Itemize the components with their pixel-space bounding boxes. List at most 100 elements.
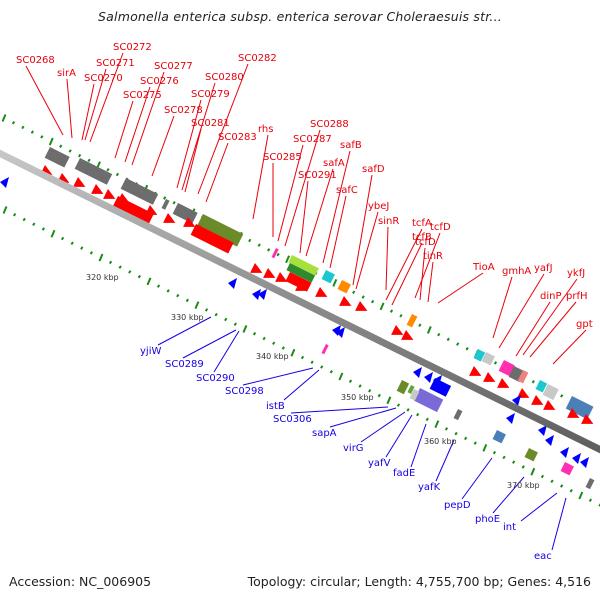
gene-label[interactable]: SC0282 <box>238 53 277 64</box>
gene-label[interactable]: phoE <box>475 514 500 525</box>
gene-label[interactable]: SC0271 <box>96 58 135 69</box>
gene-label[interactable]: SC0277 <box>154 61 193 72</box>
gene-label[interactable]: SC0289 <box>165 359 204 370</box>
gene-label[interactable]: gmhA <box>502 266 531 277</box>
tick-mark <box>108 260 113 265</box>
tick-mark <box>2 206 8 214</box>
forward-cds-arrow <box>103 189 116 199</box>
leader-line <box>461 457 493 500</box>
leader-line <box>522 278 578 356</box>
gene-label[interactable]: tinR <box>423 251 443 262</box>
tick-mark <box>70 241 74 246</box>
gene-box <box>321 270 335 284</box>
gene-label[interactable]: SC0279 <box>191 89 230 100</box>
tick-mark <box>338 372 344 381</box>
gene-label[interactable]: yjiW <box>140 346 161 357</box>
gene-label[interactable]: virG <box>343 443 364 454</box>
tick-mark <box>464 436 468 441</box>
gene-label[interactable]: safB <box>340 140 362 151</box>
leader-line <box>213 330 240 373</box>
forward-cds-arrow <box>163 213 176 223</box>
kbp-label: 330 kbp <box>171 313 204 322</box>
gene-label[interactable]: TioA <box>472 262 495 273</box>
gene-label[interactable]: gpt <box>576 319 593 330</box>
reverse-cds-arrow <box>258 289 267 300</box>
gene-label[interactable]: SC0276 <box>140 76 179 87</box>
gene-label[interactable]: pepD <box>444 500 471 511</box>
tick-mark <box>80 246 84 250</box>
gene-label[interactable]: safA <box>323 158 345 169</box>
gene-label[interactable]: tcfD <box>415 237 436 248</box>
gene-box <box>473 349 486 362</box>
gene-label[interactable]: prfH <box>566 291 588 302</box>
tick-mark <box>106 168 110 172</box>
gene-label[interactable]: SC0290 <box>196 373 235 384</box>
tick-mark <box>598 503 600 507</box>
gene-label[interactable]: SC0272 <box>113 42 152 53</box>
gene-label[interactable]: safC <box>336 185 358 196</box>
leader-line <box>157 316 212 346</box>
gene-label[interactable]: SC0298 <box>225 386 264 397</box>
gene-label[interactable]: ybeJ <box>368 201 389 212</box>
gene-label[interactable]: dinP <box>540 291 562 302</box>
forward-cds-arrow <box>567 408 580 418</box>
gene-label[interactable]: yafV <box>368 458 391 469</box>
forward-cds <box>190 223 234 254</box>
gene-label[interactable]: SC0280 <box>205 72 244 83</box>
leader-line <box>131 71 165 166</box>
leader-line <box>385 228 423 301</box>
gene-label[interactable]: SC0285 <box>263 152 302 163</box>
genome-title: Salmonella enterica subsp. enterica sero… <box>98 9 502 24</box>
kbp-label: 360 kbp <box>424 437 457 446</box>
tick-mark <box>465 347 469 351</box>
leader-line <box>322 150 351 264</box>
gene-label[interactable]: yafK <box>418 482 441 493</box>
gene-label[interactable]: SC0275 <box>123 90 162 101</box>
gene-label[interactable]: istB <box>266 401 285 412</box>
forward-cds-arrow <box>391 325 404 335</box>
gene-label[interactable]: SC0281 <box>191 118 230 129</box>
gene-label[interactable]: yafJ <box>534 263 553 274</box>
tick-mark <box>32 222 36 227</box>
gene-box <box>535 380 548 393</box>
tick-mark <box>329 370 333 374</box>
reverse-cds-arrow <box>545 435 554 446</box>
tick-mark <box>473 441 477 445</box>
gene-label[interactable]: safD <box>362 164 385 175</box>
gene-label[interactable]: sapA <box>312 428 337 439</box>
tick-mark <box>379 302 385 311</box>
tick-mark <box>41 227 46 231</box>
leader-line <box>151 115 175 177</box>
gene-label[interactable]: ykfJ <box>567 268 585 279</box>
gene-label[interactable]: sinR <box>378 216 399 227</box>
tick-mark <box>118 265 122 269</box>
gene-label[interactable]: SC0287 <box>293 134 332 145</box>
gene-label[interactable]: tcfA <box>412 218 432 229</box>
forward-cds-arrow <box>183 217 196 227</box>
gene-label[interactable]: SC0283 <box>218 132 257 143</box>
gene-label[interactable]: SC0288 <box>310 119 349 130</box>
gene-label[interactable]: SC0306 <box>273 414 312 425</box>
tick-mark <box>214 312 218 317</box>
reverse-cds-arrow <box>560 447 569 458</box>
tick-mark <box>77 153 82 158</box>
forward-cds-arrow <box>263 268 276 278</box>
tick-mark <box>437 332 441 337</box>
gene-label[interactable]: sirA <box>57 68 76 79</box>
gene-label[interactable]: SC0291 <box>298 170 337 181</box>
gene-label[interactable]: SC0278 <box>164 105 203 116</box>
tick-mark <box>242 325 248 333</box>
gene-label[interactable]: tcfD <box>430 222 451 233</box>
forward-cds-arrow <box>531 395 544 405</box>
gene-box <box>337 280 351 294</box>
leader-line <box>124 86 151 163</box>
tick-mark <box>172 201 176 205</box>
gene-label[interactable]: tcfB <box>412 232 432 243</box>
gene-label[interactable]: int <box>503 522 516 533</box>
gene-label[interactable]: rhs <box>258 124 273 135</box>
gene-label[interactable]: fadE <box>393 468 415 479</box>
gene-label[interactable]: eac <box>534 551 552 562</box>
gene-label[interactable]: SC0268 <box>16 55 55 66</box>
leader-line <box>277 144 304 242</box>
